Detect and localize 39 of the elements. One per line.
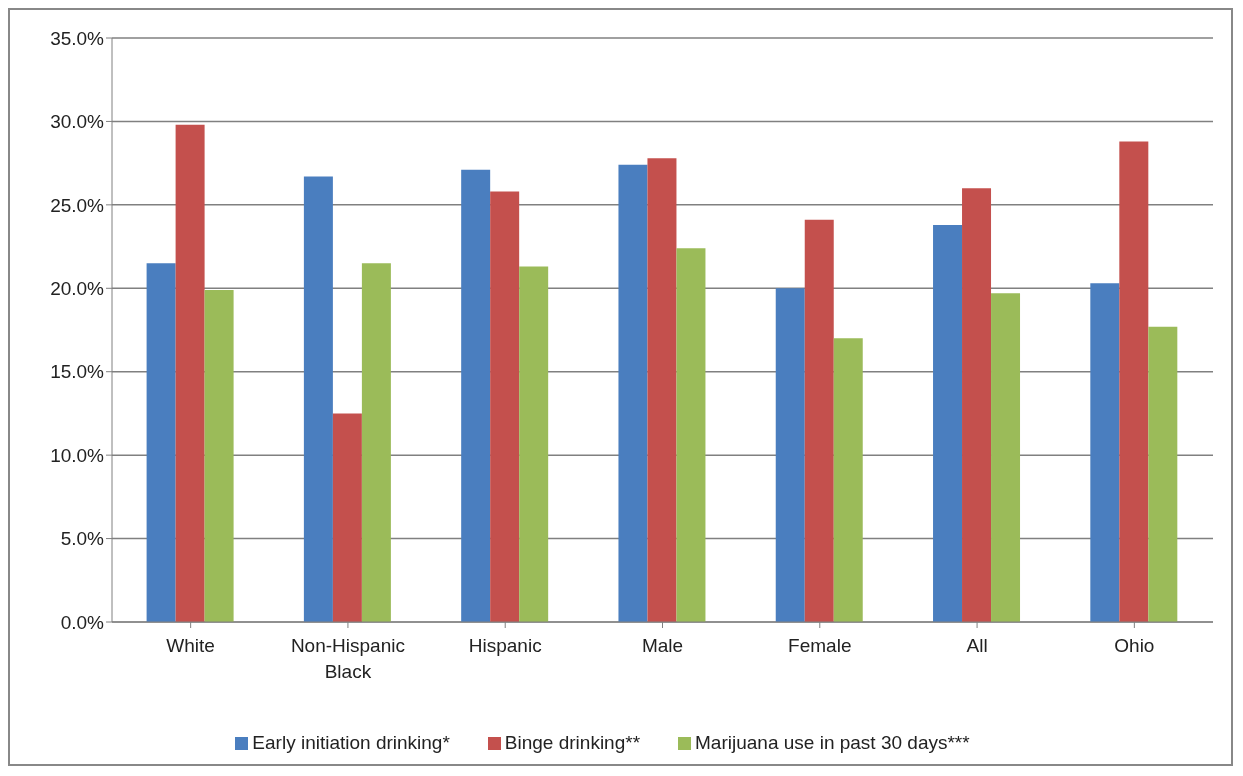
bar	[804, 219, 834, 622]
bar	[676, 248, 706, 622]
bar	[361, 263, 391, 622]
bar	[833, 338, 863, 622]
bar	[618, 164, 648, 622]
bar	[146, 263, 176, 622]
x-tick-label: White	[166, 635, 215, 656]
x-tick-label: Female	[788, 635, 852, 656]
y-tick-label: 0.0%	[60, 611, 105, 633]
bar	[1090, 283, 1120, 622]
bar	[775, 288, 805, 622]
y-tick-label: 25.0%	[50, 194, 105, 216]
bar	[461, 169, 491, 622]
legend-label: Early initiation drinking*	[252, 732, 450, 753]
bar	[519, 266, 549, 622]
y-tick-label: 20.0%	[50, 278, 105, 300]
y-tick-label: 10.0%	[50, 444, 105, 466]
bar	[933, 224, 963, 622]
bar	[332, 413, 362, 622]
x-tick-label: Hispanic	[468, 635, 542, 656]
x-tick-label: Ohio	[1114, 635, 1155, 656]
bar	[204, 289, 234, 622]
bar	[647, 158, 677, 622]
bar	[303, 176, 333, 622]
y-tick-label: 15.0%	[50, 361, 105, 383]
x-tick-label: Non-Hispanic Black	[290, 635, 405, 682]
bar	[991, 293, 1021, 622]
y-tick-label: 35.0%	[50, 27, 105, 49]
y-tick-label: 5.0%	[60, 528, 105, 550]
bar	[962, 188, 992, 622]
bar	[1119, 141, 1149, 622]
bar	[1148, 326, 1178, 622]
x-tick-label: Male	[641, 635, 684, 656]
legend-label: Marijuana use in past 30 days***	[695, 732, 970, 753]
bar	[490, 191, 520, 622]
y-tick-label: 30.0%	[50, 111, 105, 133]
x-tick-label: All	[966, 635, 988, 656]
legend-label: Binge drinking**	[504, 732, 641, 753]
bar	[175, 124, 205, 622]
